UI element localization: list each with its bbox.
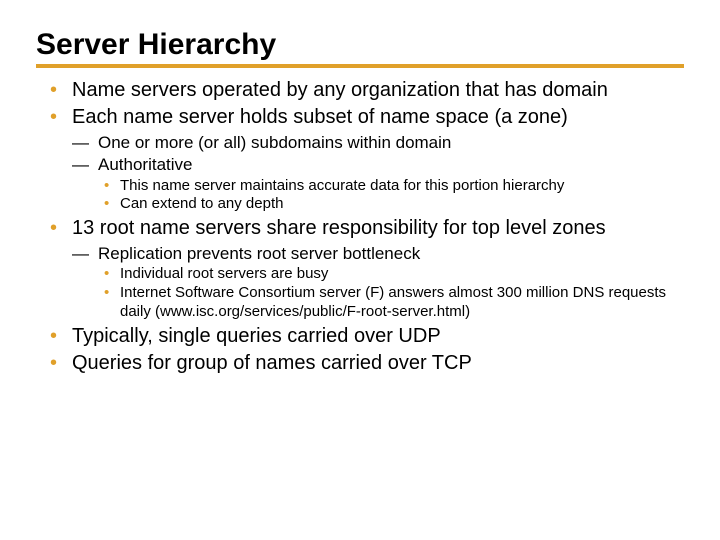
bullet-text: Authoritative xyxy=(98,155,193,174)
list-item: Replication prevents root server bottlen… xyxy=(72,243,684,322)
bullet-text: Each name server holds subset of name sp… xyxy=(72,106,568,128)
bullet-sublist: This name server maintains accurate data… xyxy=(98,177,684,215)
bullet-list: Name servers operated by any organizatio… xyxy=(36,78,684,376)
list-item: Name servers operated by any organizatio… xyxy=(36,78,684,103)
list-item: Each name server holds subset of name sp… xyxy=(36,105,684,214)
list-item: Queries for group of names carried over … xyxy=(36,351,684,376)
list-item: Typically, single queries carried over U… xyxy=(36,324,684,349)
bullet-text: Can extend to any depth xyxy=(120,195,283,212)
slide-title: Server Hierarchy xyxy=(36,28,684,68)
bullet-text: Queries for group of names carried over … xyxy=(72,352,472,374)
list-item: This name server maintains accurate data… xyxy=(98,177,684,196)
bullet-sublist: Replication prevents root server bottlen… xyxy=(72,243,684,322)
bullet-text: One or more (or all) subdomains within d… xyxy=(98,133,451,152)
list-item: Individual root servers are busy xyxy=(98,265,684,284)
bullet-text: This name server maintains accurate data… xyxy=(120,177,564,194)
bullet-sublist: Individual root servers are busy Interne… xyxy=(98,265,684,321)
bullet-text: Name servers operated by any organizatio… xyxy=(72,79,608,101)
bullet-text: Individual root servers are busy xyxy=(120,265,328,282)
list-item: 13 root name servers share responsibilit… xyxy=(36,216,684,322)
bullet-text: Internet Software Consortium server (F) … xyxy=(120,284,666,320)
bullet-sublist: One or more (or all) subdomains within d… xyxy=(72,132,684,214)
bullet-text: Replication prevents root server bottlen… xyxy=(98,244,420,263)
bullet-text: 13 root name servers share responsibilit… xyxy=(72,217,606,239)
list-item: Internet Software Consortium server (F) … xyxy=(98,284,684,322)
list-item: Authoritative This name server maintains… xyxy=(72,154,684,214)
list-item: Can extend to any depth xyxy=(98,195,684,214)
list-item: One or more (or all) subdomains within d… xyxy=(72,132,684,153)
bullet-text: Typically, single queries carried over U… xyxy=(72,325,441,347)
